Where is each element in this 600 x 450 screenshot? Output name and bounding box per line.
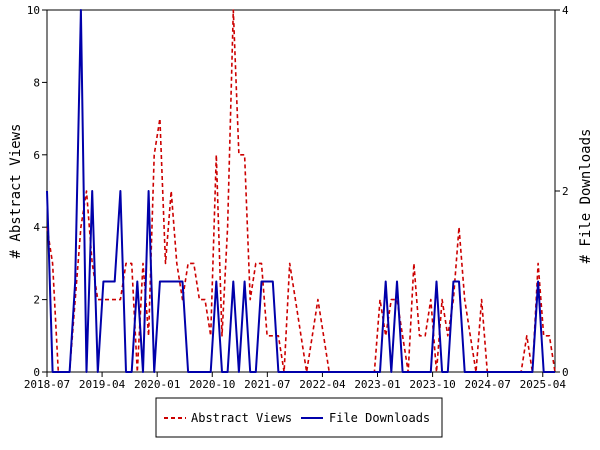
x-tick-label: 2018-07 (24, 378, 70, 391)
x-tick-label: 2025-04 (520, 378, 567, 391)
x-axis: 2018-07 2019-04 2020-01 2020-10 2021-07 2022-… (24, 372, 566, 391)
right-axis-title: # File Downloads (578, 129, 594, 264)
x-tick-label: 2020-10 (189, 378, 235, 391)
left-y-tick-label: 4 (33, 221, 40, 234)
x-tick-label: 2022-04 (299, 378, 346, 391)
right-y-tick-label: 0 (562, 366, 569, 379)
x-tick-label: 2020-01 (134, 378, 180, 391)
right-y-tick-label: 2 (562, 185, 569, 198)
series-line-file-downloads (46, 9, 555, 373)
series-layer (46, 9, 556, 373)
left-y-tick-label: 10 (27, 4, 40, 17)
left-y-tick-label: 2 (33, 294, 40, 307)
left-axis-title: # Abstract Views (8, 124, 24, 259)
x-tick-label: 2023-10 (409, 378, 455, 391)
right-y-tick-label: 4 (562, 4, 569, 17)
x-tick-label: 2024-07 (464, 378, 510, 391)
left-y-axis: 0 2 4 6 8 10 (27, 4, 47, 379)
legend-label-abstract-views: Abstract Views (191, 411, 292, 425)
legend: Abstract Views File Downloads (155, 397, 443, 438)
left-y-tick-label: 0 (33, 366, 40, 379)
x-tick-label: 2019-04 (79, 378, 126, 391)
legend-box (155, 397, 443, 438)
x-tick-label: 2021-07 (244, 378, 290, 391)
left-y-tick-label: 6 (33, 149, 40, 162)
left-y-tick-label: 8 (33, 76, 40, 89)
right-y-axis: 0 2 4 (555, 4, 569, 379)
x-tick-label: 2023-01 (354, 378, 400, 391)
legend-label-file-downloads: File Downloads (329, 411, 430, 425)
plot-frame (46, 9, 556, 373)
series-line-abstract-views (46, 9, 556, 373)
